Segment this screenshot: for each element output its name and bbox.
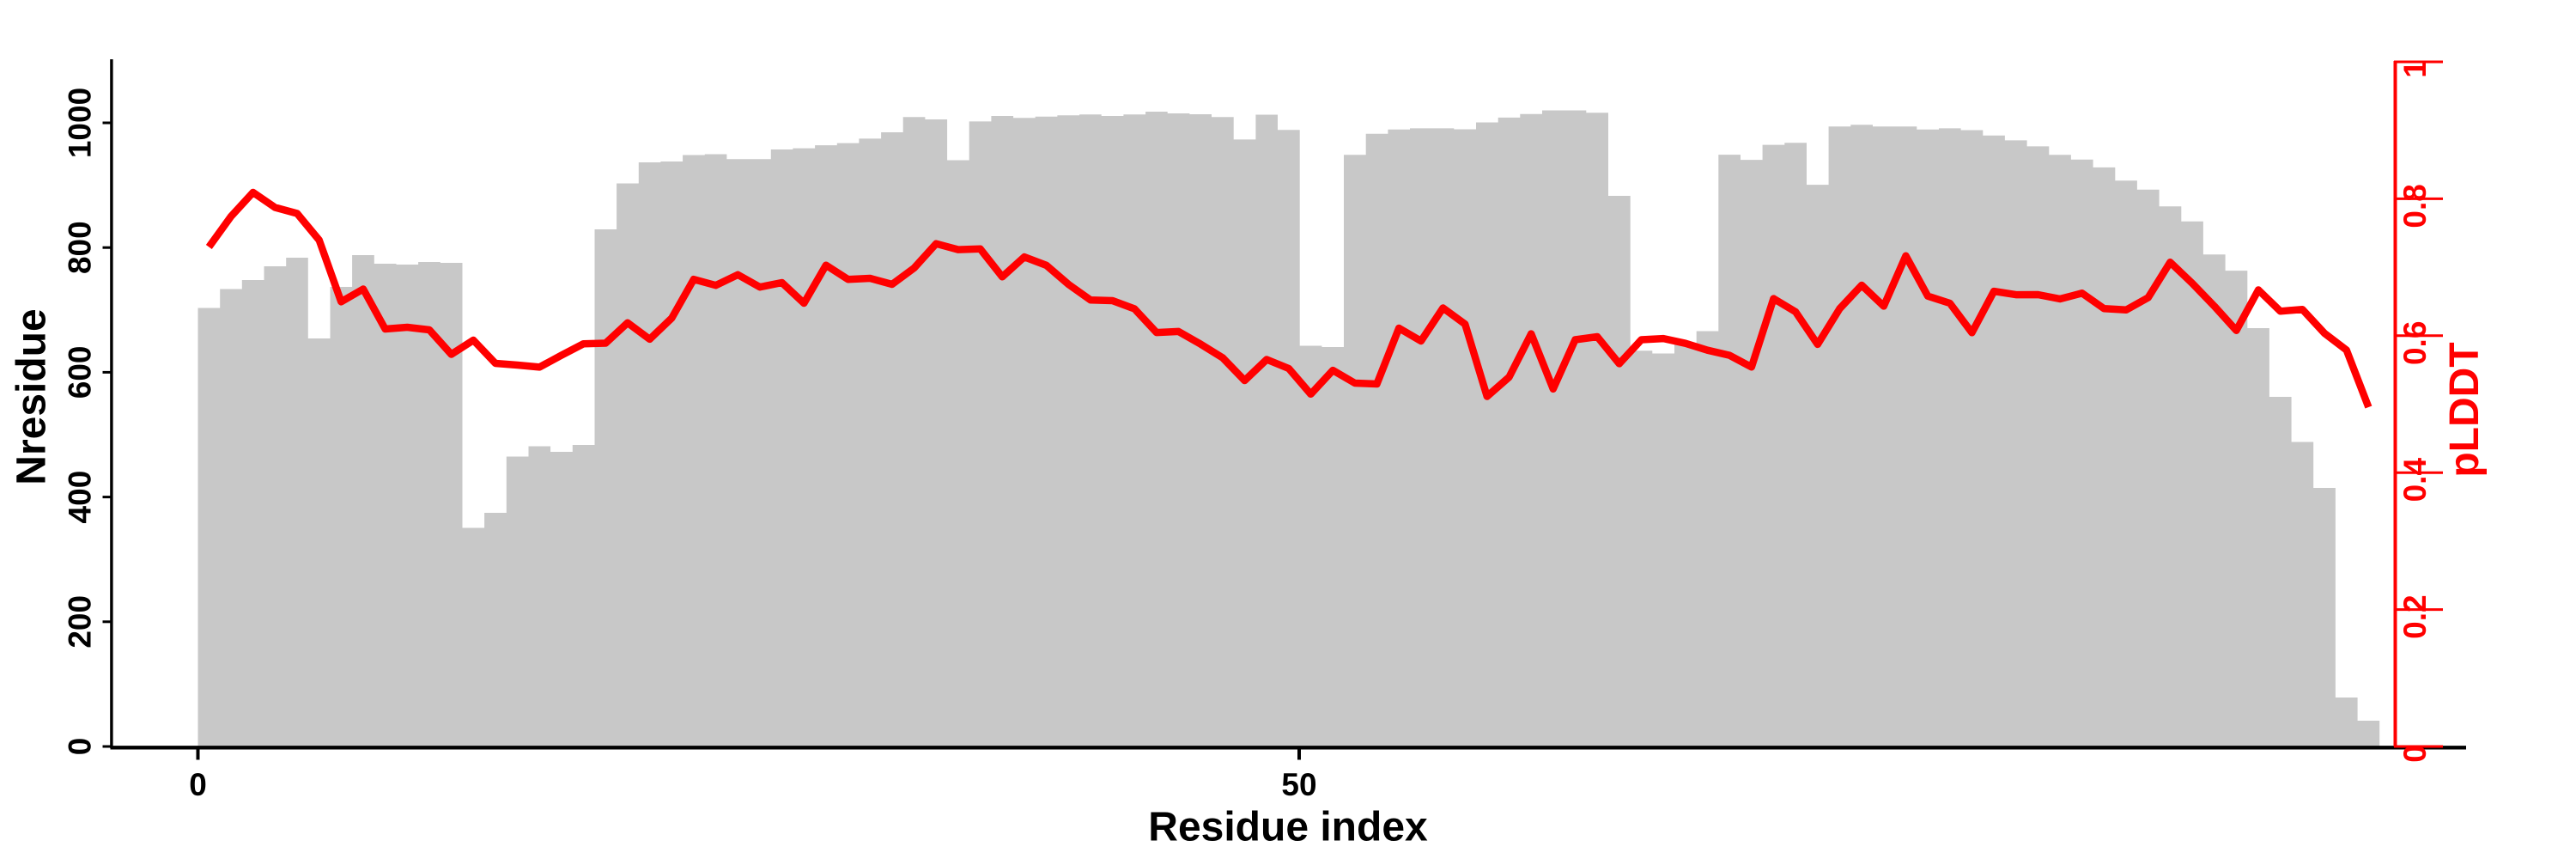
svg-text:400: 400 <box>63 471 98 524</box>
svg-text:1: 1 <box>2397 60 2433 78</box>
svg-text:0.2: 0.2 <box>2397 594 2433 638</box>
svg-text:0: 0 <box>63 738 98 756</box>
svg-text:600: 600 <box>63 346 98 399</box>
svg-text:50: 50 <box>1281 767 1316 802</box>
svg-text:0: 0 <box>189 767 207 802</box>
svg-text:0.4: 0.4 <box>2397 458 2433 503</box>
svg-text:Residue index: Residue index <box>1148 804 1428 850</box>
svg-text:0.8: 0.8 <box>2397 184 2433 228</box>
svg-text:800: 800 <box>63 221 98 274</box>
svg-text:1000: 1000 <box>63 88 98 158</box>
svg-text:pLDDT: pLDDT <box>2442 342 2488 477</box>
svg-text:0: 0 <box>2397 745 2433 763</box>
svg-text:200: 200 <box>63 595 98 649</box>
svg-text:0.6: 0.6 <box>2397 321 2433 365</box>
svg-text:Nresidue: Nresidue <box>9 308 54 484</box>
